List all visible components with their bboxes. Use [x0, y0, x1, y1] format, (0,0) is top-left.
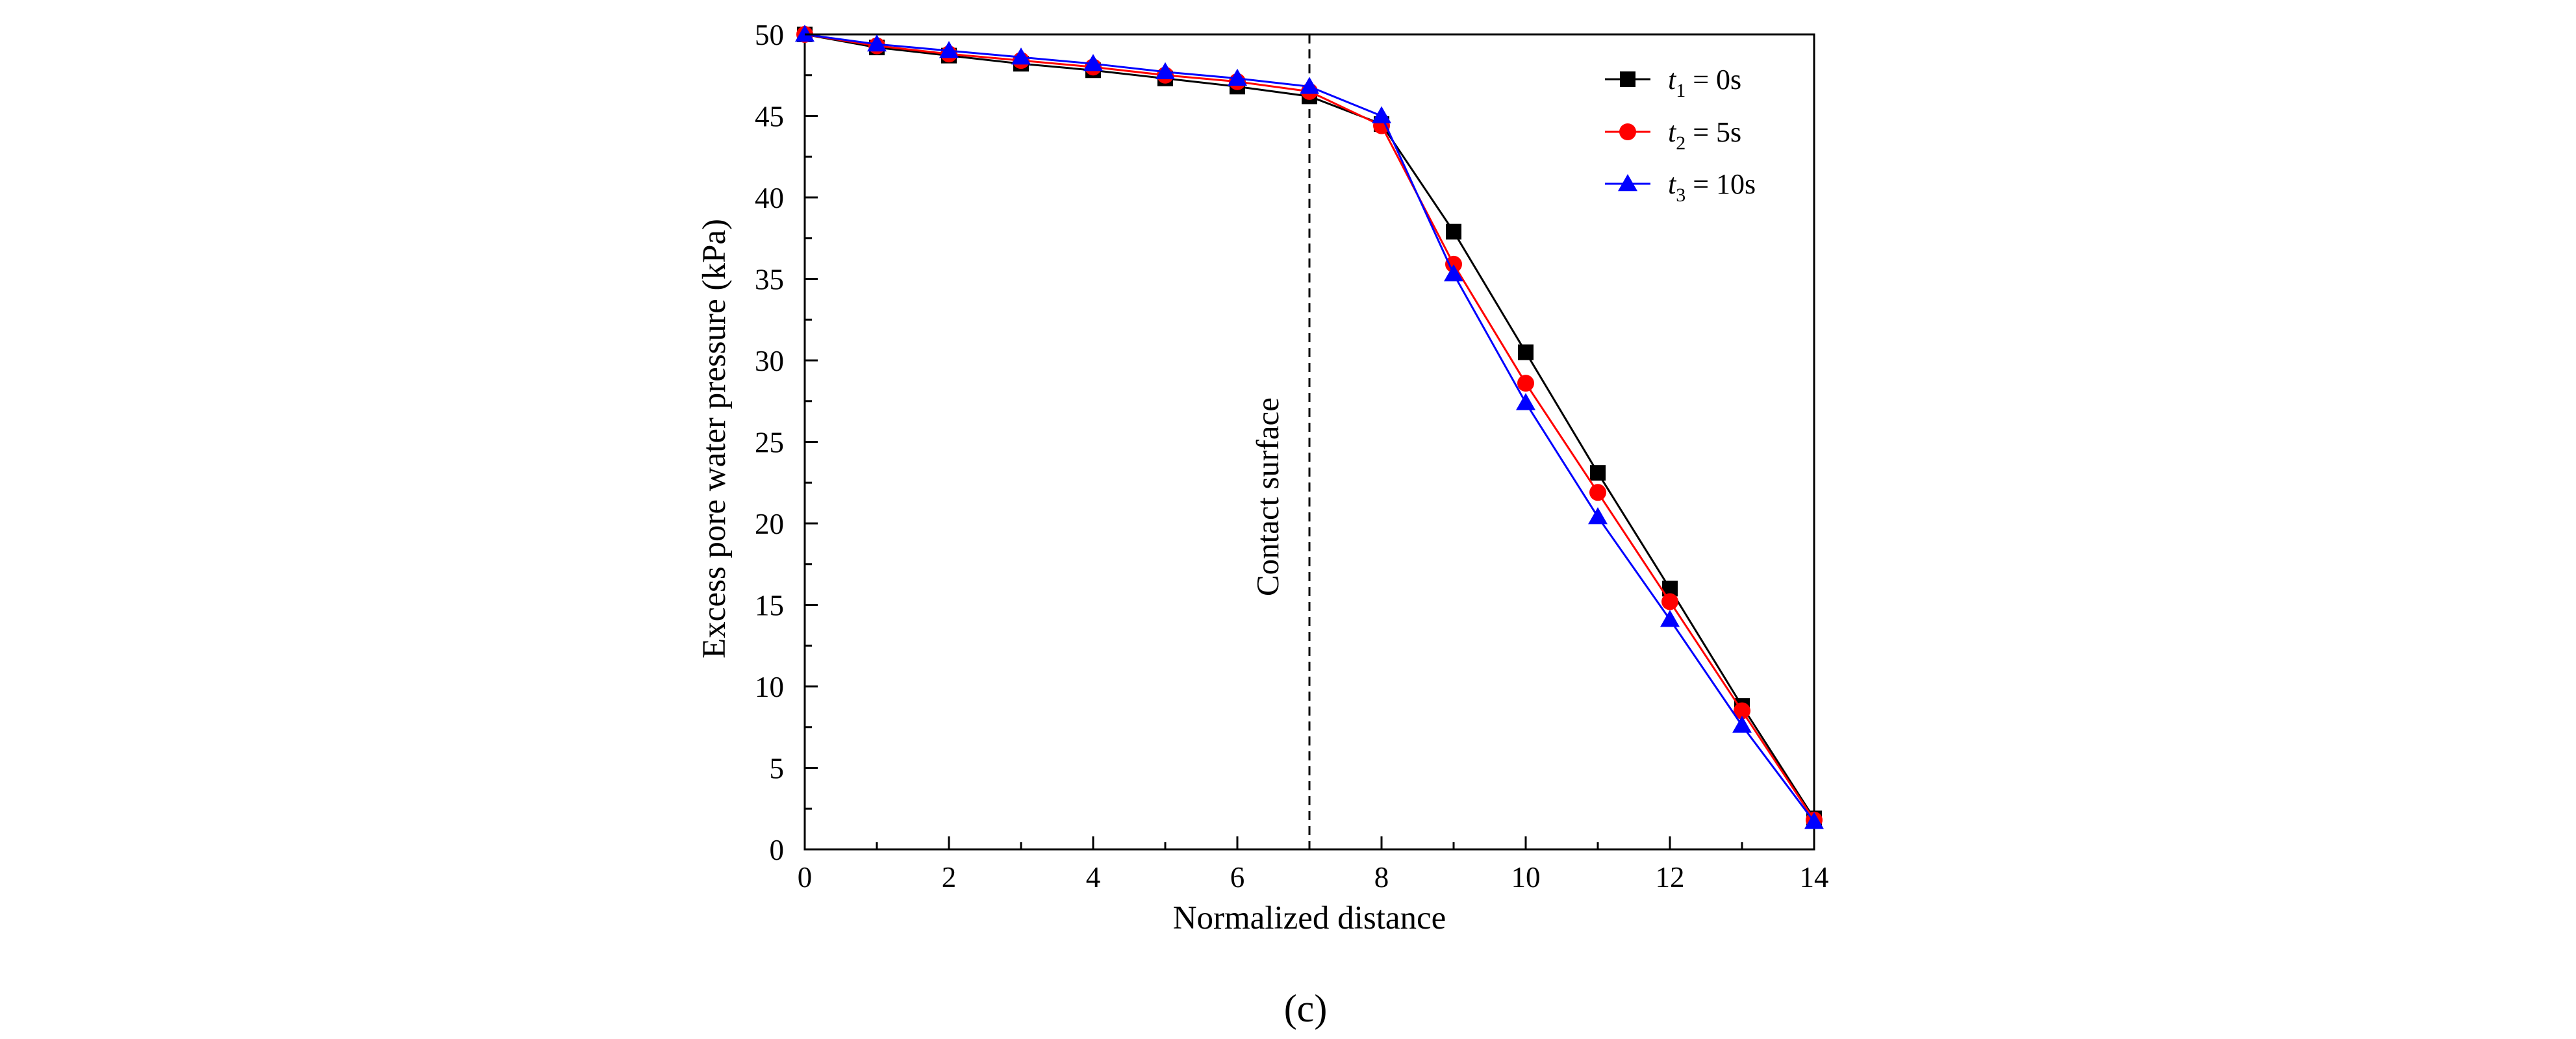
data-point [1588, 507, 1608, 525]
x-tick-label: 10 [1511, 861, 1541, 894]
data-point [1661, 593, 1678, 610]
y-axis: 0 5 10 15 20 25 30 35 40 45 50 [755, 19, 818, 866]
legend-label: t3 = 10s [1668, 168, 1756, 206]
y-tick-label: 10 [755, 671, 784, 703]
y-tick-label: 45 [755, 101, 784, 133]
legend-marker [1618, 174, 1637, 192]
data-point [1011, 47, 1031, 65]
y-tick-label: 15 [755, 590, 784, 622]
y-tick-label: 20 [755, 508, 784, 540]
x-axis: 0 2 4 6 8 10 12 14 [798, 836, 1829, 894]
data-point [1300, 77, 1319, 94]
plot-area [795, 25, 1824, 851]
data-point [1590, 465, 1606, 481]
y-tick-label: 30 [755, 345, 784, 377]
x-tick-label: 14 [1800, 861, 1829, 894]
data-point [1517, 375, 1534, 392]
x-tick-label: 12 [1656, 861, 1685, 894]
x-tick-label: 2 [942, 861, 957, 894]
data-point [1228, 68, 1247, 86]
data-point [1804, 812, 1824, 829]
legend: t1 = 0s t2 = 5s t3 = 10s [1605, 64, 1756, 206]
data-point [1516, 393, 1535, 410]
legend-item: t1 = 0s [1605, 64, 1741, 101]
y-tick-label: 35 [755, 264, 784, 296]
y-tick-label: 0 [770, 834, 785, 866]
data-point [1589, 484, 1606, 501]
data-point [1444, 264, 1463, 282]
data-point [1732, 716, 1752, 733]
data-point [867, 34, 887, 52]
y-tick-label: 5 [770, 753, 785, 785]
x-axis-title: Normalized distance [1173, 900, 1446, 936]
legend-item: t3 = 10s [1605, 168, 1756, 206]
data-point [1446, 223, 1461, 240]
data-point [795, 25, 814, 42]
y-tick-label: 25 [755, 427, 784, 459]
data-point [1445, 255, 1462, 273]
data-point [1660, 610, 1680, 627]
data-point [1083, 54, 1103, 71]
y-tick-label: 50 [755, 19, 784, 51]
legend-label: t1 = 0s [1668, 64, 1741, 101]
legend-marker [1619, 123, 1636, 140]
y-axis-title: Excess pore water pressure (kPa) [696, 219, 733, 658]
legend-marker [1620, 71, 1635, 87]
x-tick-label: 0 [798, 861, 813, 894]
contact-surface-label: Contact surface [1250, 397, 1285, 596]
data-point [1734, 702, 1750, 720]
series-layer [795, 25, 1824, 829]
x-tick-label: 8 [1374, 861, 1389, 894]
legend-label: t2 = 5s [1668, 116, 1741, 154]
data-point [1372, 106, 1391, 123]
x-tick-label: 4 [1086, 861, 1101, 894]
y-tick-label: 40 [755, 182, 784, 214]
data-point [1155, 62, 1175, 79]
panel-label: (c) [1284, 987, 1328, 1030]
legend-item: t2 = 5s [1605, 116, 1741, 154]
series-3 [795, 25, 1824, 829]
data-point [939, 41, 959, 58]
x-tick-label: 6 [1230, 861, 1245, 894]
data-point [1518, 344, 1534, 360]
